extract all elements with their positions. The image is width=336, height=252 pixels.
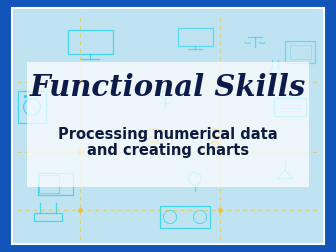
Bar bbox=[290, 45, 310, 59]
Text: and creating charts: and creating charts bbox=[87, 143, 249, 159]
Bar bbox=[27, 62, 309, 187]
Text: Processing numerical data: Processing numerical data bbox=[58, 127, 278, 142]
Bar bbox=[38, 173, 73, 195]
Bar bbox=[68, 30, 113, 54]
Bar bbox=[39, 175, 58, 193]
Bar bbox=[34, 213, 62, 221]
Bar bbox=[285, 41, 315, 63]
Text: Functional Skills: Functional Skills bbox=[30, 73, 306, 102]
Bar bbox=[177, 28, 212, 46]
Bar bbox=[160, 206, 210, 228]
Bar bbox=[18, 91, 46, 123]
Bar bbox=[274, 98, 306, 116]
